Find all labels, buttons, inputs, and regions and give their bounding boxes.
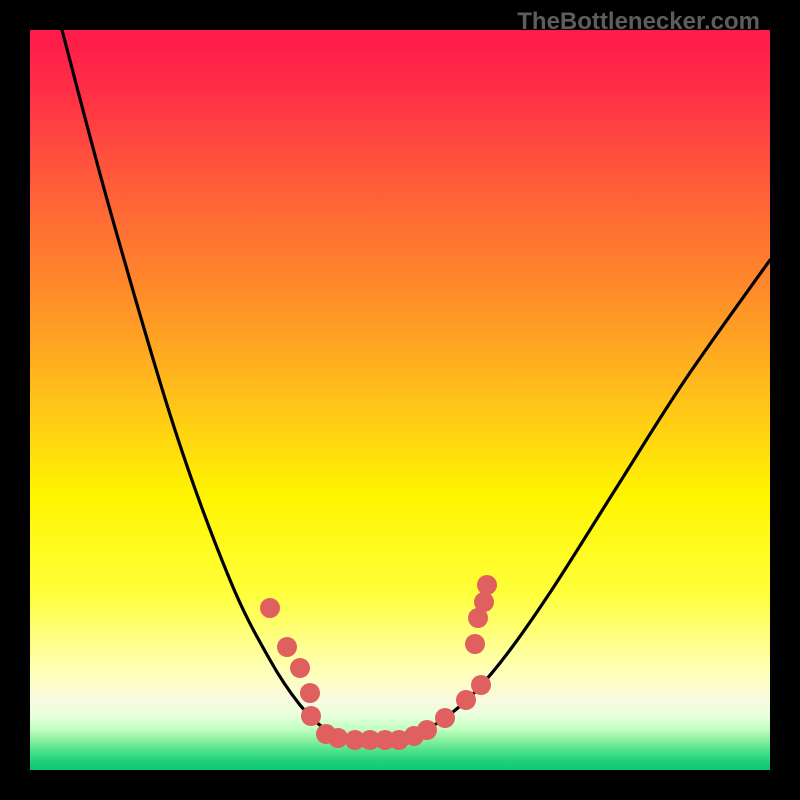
data-point-dot xyxy=(435,708,455,728)
data-point-dot xyxy=(477,575,497,595)
data-point-dot xyxy=(471,675,491,695)
data-point-dot xyxy=(465,634,485,654)
data-point-dot xyxy=(277,637,297,657)
data-point-dot xyxy=(474,592,494,612)
stage: TheBottlenecker.com xyxy=(0,0,800,800)
data-point-dot xyxy=(300,683,320,703)
watermark-text: TheBottlenecker.com xyxy=(517,8,760,36)
data-point-dot xyxy=(301,706,321,726)
bottleneck-curve xyxy=(62,30,770,739)
plot-area xyxy=(30,30,770,770)
curve-layer xyxy=(30,30,770,770)
data-point-dot xyxy=(290,658,310,678)
data-point-dot xyxy=(417,720,437,740)
data-point-dot xyxy=(260,598,280,618)
data-point-dot xyxy=(456,690,476,710)
